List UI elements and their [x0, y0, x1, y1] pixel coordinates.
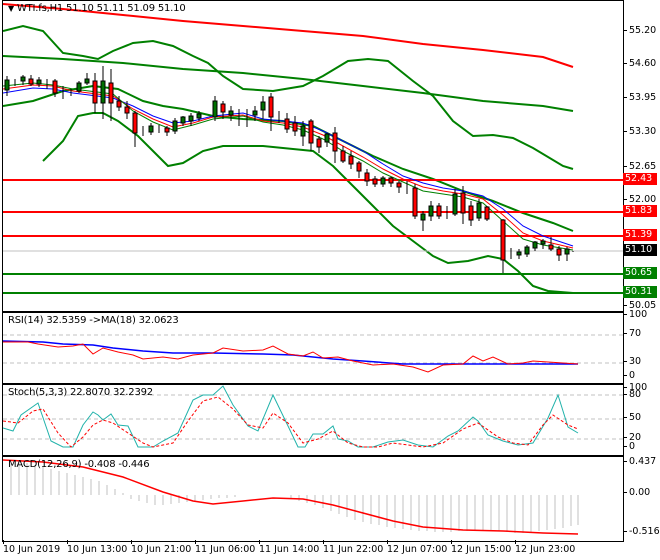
price-tick: 54.60 — [623, 58, 656, 69]
price-chart-title: ▼ WTI.fs,H1 51.10 51.11 51.09 51.10 — [8, 3, 186, 14]
level-tag-51-83: 51.83 — [623, 205, 657, 217]
time-label: 11 Jun 14:00 — [259, 544, 320, 555]
rsi-pane[interactable]: RSI(14) 32.5359 ->MA(18) 32.0623 — [2, 312, 624, 384]
candles — [4, 66, 574, 273]
rsi-axis: 100 70 30 0 — [623, 309, 660, 382]
time-label: 10 Jun 21:00 — [131, 544, 192, 555]
price-tick: 50.05 — [623, 300, 656, 311]
price-tick: 55.20 — [623, 25, 656, 36]
macd-title: MACD(12,26,9) -0.408 -0.446 — [8, 459, 150, 470]
time-label: 12 Jun 07:00 — [387, 544, 448, 555]
price-tick: 53.95 — [623, 92, 656, 103]
price-tick: 53.30 — [623, 126, 656, 137]
time-label: 11 Jun 06:00 — [195, 544, 256, 555]
stoch-tick: 80 — [623, 389, 641, 400]
time-label: 12 Jun 15:00 — [451, 544, 512, 555]
macd-tick: 0.437 — [623, 456, 656, 467]
rsi-tick: 0 — [623, 370, 635, 381]
level-tag-50-65: 50.65 — [623, 267, 657, 279]
price-tick: 52.65 — [623, 161, 656, 172]
macd-tick: -0.516 — [623, 526, 660, 537]
rsi-tick: 70 — [623, 328, 641, 339]
rsi-title: RSI(14) 32.5359 ->MA(18) 32.0623 — [8, 315, 179, 326]
rsi-tick: 100 — [623, 309, 647, 320]
time-axis: 10 Jun 2019 10 Jun 13:00 10 Jun 21:00 11… — [0, 540, 660, 560]
time-label: 10 Jun 13:00 — [67, 544, 128, 555]
stoch-tick: 100 — [623, 382, 647, 393]
current-price-tag: 51.10 — [623, 244, 657, 256]
price-tick: 52.00 — [623, 194, 656, 205]
stoch-tick: 0 — [623, 441, 635, 452]
stochastic-canvas — [3, 385, 623, 448]
time-label: 11 Jun 22:00 — [323, 544, 384, 555]
stochastic-pane[interactable]: Stoch(5,3,3) 22.8070 32.2392 — [2, 384, 624, 456]
rsi-canvas — [3, 334, 623, 373]
time-label: 10 Jun 2019 — [3, 544, 61, 555]
macd-tick: 0.00 — [623, 487, 650, 498]
stoch-tick: 20 — [623, 432, 641, 443]
time-label: 12 Jun 23:00 — [515, 544, 576, 555]
macd-axis: 0.437 0.00 -0.516 — [623, 456, 660, 540]
rsi-tick: 30 — [623, 356, 641, 367]
dropdown-triangle-icon[interactable]: ▼ — [8, 4, 14, 13]
level-tag-51-39: 51.39 — [623, 229, 657, 241]
price-axis: 55.20 54.60 53.95 53.30 52.65 52.00 51.3… — [623, 0, 660, 311]
price-chart-pane[interactable]: ▼ WTI.fs,H1 51.10 51.11 51.09 51.10 — [2, 0, 624, 312]
stochastic-title: Stoch(5,3,3) 22.8070 32.2392 — [8, 387, 153, 398]
level-tag-50-31: 50.31 — [623, 286, 657, 298]
stoch-tick: 50 — [623, 412, 641, 423]
macd-canvas — [3, 459, 579, 535]
stochastic-axis: 100 80 50 20 0 — [623, 382, 660, 454]
level-tag-52-43: 52.43 — [623, 173, 657, 185]
price-chart-canvas — [3, 3, 623, 294]
macd-pane[interactable]: MACD(12,26,9) -0.408 -0.446 — [2, 456, 624, 542]
